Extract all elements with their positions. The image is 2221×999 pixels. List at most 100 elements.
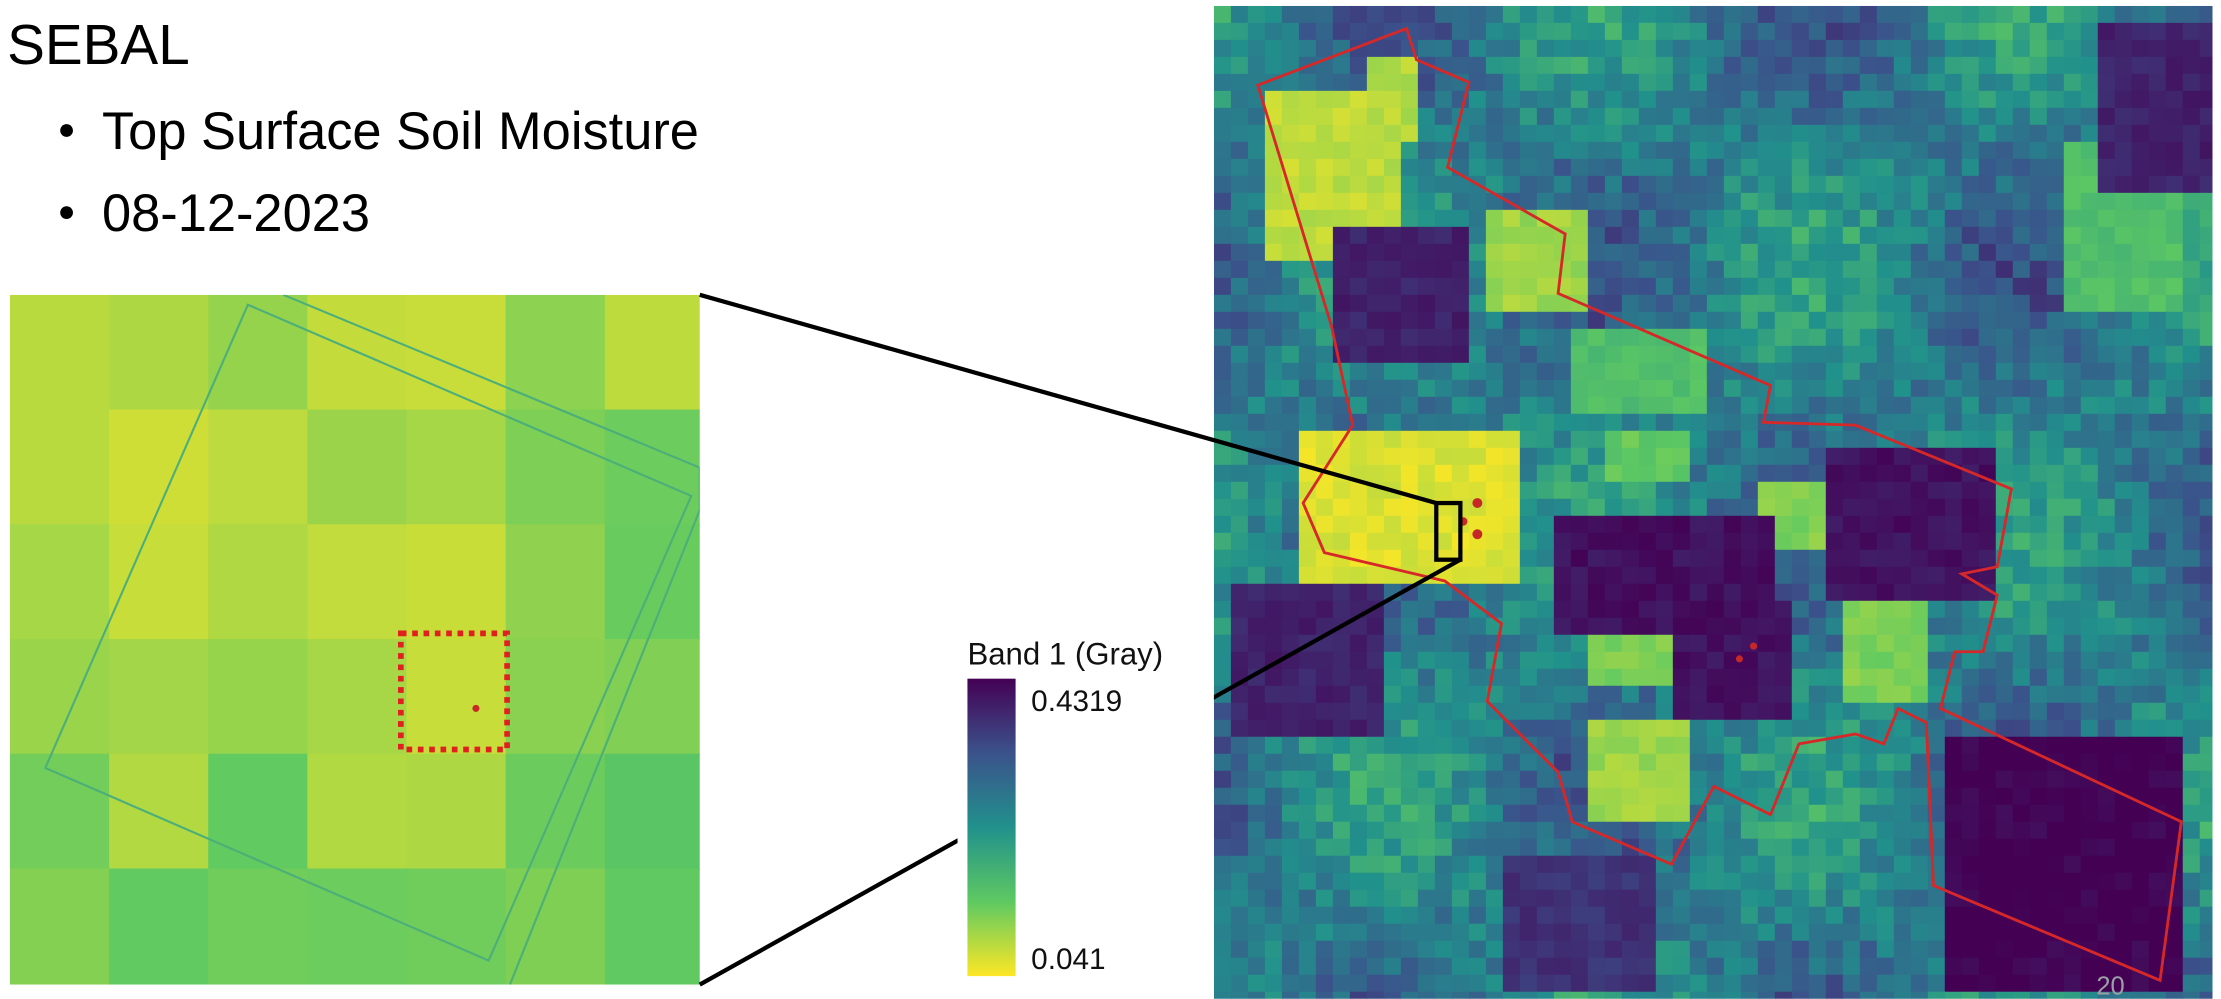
map-pixel: [1707, 737, 1725, 755]
map-pixel: [1656, 941, 1674, 959]
map-pixel: [1894, 159, 1912, 177]
map-pixel: [1690, 295, 1708, 313]
map-pixel: [1299, 414, 1317, 432]
map-pixel: [1843, 40, 1861, 58]
map-pixel: [1214, 227, 1232, 245]
map-pixel: [1333, 193, 1351, 211]
map-pixel: [1384, 941, 1402, 959]
map-pixel: [1741, 941, 1759, 959]
map-pixel: [1554, 278, 1572, 296]
map-pixel: [1248, 975, 1266, 993]
zoom-pixel: [109, 524, 210, 640]
map-pixel: [2047, 720, 2065, 738]
map-pixel: [1928, 142, 1946, 160]
map-pixel: [1792, 635, 1810, 653]
map-pixel: [1571, 465, 1589, 483]
map-pixel: [2149, 754, 2167, 772]
map-pixel: [1894, 261, 1912, 279]
map-pixel: [1860, 244, 1878, 262]
map-pixel: [1826, 40, 1844, 58]
map-pixel: [2081, 584, 2099, 602]
map-pixel: [2047, 465, 2065, 483]
map-pixel: [1520, 669, 1538, 687]
map-pixel: [1418, 380, 1436, 398]
map-pixel: [1690, 958, 1708, 976]
map-pixel: [1826, 108, 1844, 126]
map-pixel: [2081, 329, 2099, 347]
map-pixel: [1639, 703, 1657, 721]
map-pixel: [1622, 57, 1640, 75]
map-pixel: [1622, 992, 1640, 999]
map-pixel: [1622, 975, 1640, 993]
map-pixel: [1214, 6, 1232, 24]
map-pixel: [1826, 516, 1844, 534]
map-pixel: [2064, 635, 2082, 653]
map-pixel: [1401, 822, 1419, 840]
map-pixel: [1792, 805, 1810, 823]
map-pixel: [2030, 414, 2048, 432]
map-pixel: [1333, 822, 1351, 840]
map-pixel: [1979, 176, 1997, 194]
map-pixel: [1282, 873, 1300, 891]
map-pixel: [1911, 958, 1929, 976]
map-pixel: [1554, 584, 1572, 602]
map-pixel: [2149, 159, 2167, 177]
map-pixel: [1962, 414, 1980, 432]
map-pixel: [2200, 448, 2218, 466]
map-pixel: [1843, 261, 1861, 279]
map-pixel: [1996, 992, 2014, 999]
map-pixel: [1945, 329, 1963, 347]
map-pixel: [1639, 210, 1657, 228]
map-pixel: [1656, 244, 1674, 262]
map-pixel: [1282, 431, 1300, 449]
map-pixel: [1554, 567, 1572, 585]
map-pixel: [1639, 397, 1657, 415]
map-pixel: [1605, 482, 1623, 500]
map-pixel: [1486, 567, 1504, 585]
map-pixel: [1350, 397, 1368, 415]
map-pixel: [1775, 516, 1793, 534]
map-pixel: [2013, 465, 2031, 483]
map-pixel: [1945, 856, 1963, 874]
map-pixel: [1401, 533, 1419, 551]
map-pixel: [1469, 57, 1487, 75]
map-pixel: [2081, 414, 2099, 432]
zoom-pixel: [307, 868, 408, 984]
map-pixel: [1282, 329, 1300, 347]
zoom-pixel: [208, 754, 309, 870]
map-pixel: [1979, 244, 1997, 262]
map-pixel: [1588, 261, 1606, 279]
map-pixel: [2166, 584, 2184, 602]
map-pixel: [2183, 754, 2201, 772]
map-pixel: [1758, 550, 1776, 568]
map-pixel: [1979, 6, 1997, 24]
map-pixel: [1962, 737, 1980, 755]
map-pixel: [1639, 873, 1657, 891]
map-pixel: [1826, 465, 1844, 483]
map-pixel: [2132, 839, 2150, 857]
map-pixel: [1401, 550, 1419, 568]
map-pixel: [1673, 924, 1691, 942]
map-pixel: [1384, 278, 1402, 296]
map-pixel: [1537, 890, 1555, 908]
map-pixel: [2200, 567, 2218, 585]
map-pixel: [2098, 397, 2116, 415]
map-pixel: [2064, 550, 2082, 568]
map-pixel: [1299, 193, 1317, 211]
map-pixel: [1707, 669, 1725, 687]
map-pixel: [1877, 380, 1895, 398]
map-pixel: [1809, 516, 1827, 534]
map-pixel: [2098, 23, 2116, 41]
map-pixel: [1401, 125, 1419, 143]
map-pixel: [1435, 431, 1453, 449]
map-pixel: [1792, 856, 1810, 874]
map-pixel: [1452, 465, 1470, 483]
map-pixel: [1792, 618, 1810, 636]
map-pixel: [1639, 941, 1657, 959]
map-pixel: [1588, 244, 1606, 262]
map-pixel: [2081, 652, 2099, 670]
map-pixel: [1520, 176, 1538, 194]
map-pixel: [1826, 839, 1844, 857]
map-pixel: [2132, 227, 2150, 245]
map-pixel: [2200, 873, 2218, 891]
